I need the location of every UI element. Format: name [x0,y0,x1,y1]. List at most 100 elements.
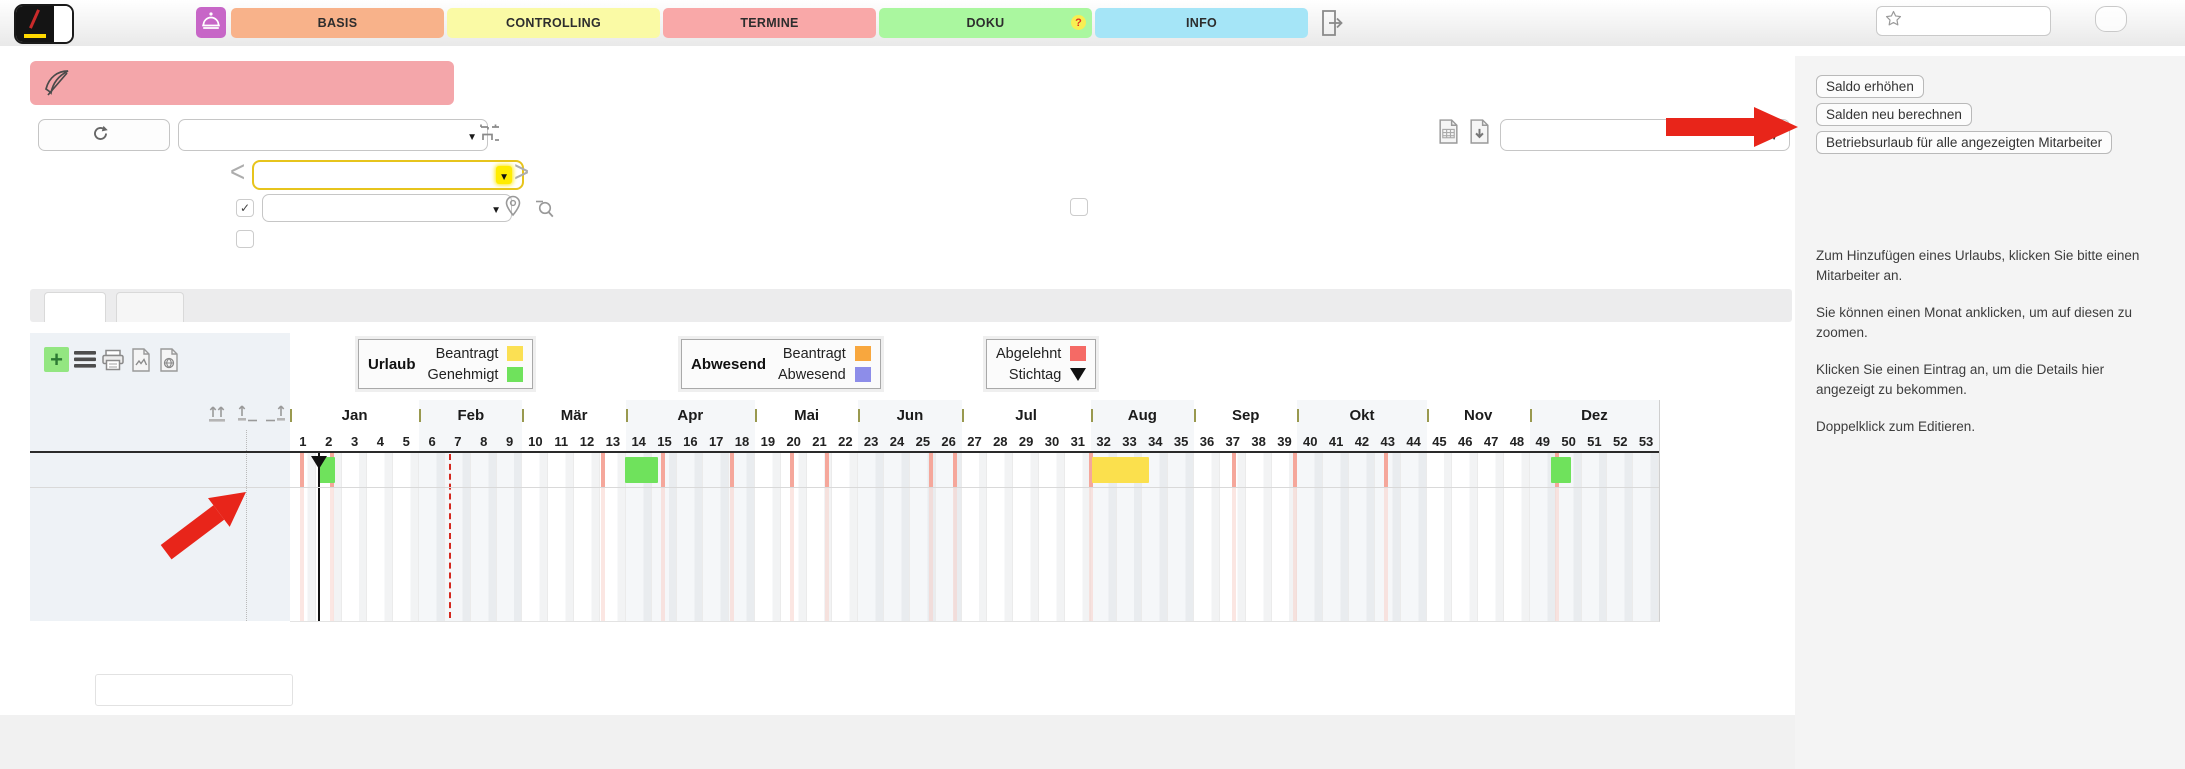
star-icon [1885,10,1902,32]
month-dez[interactable]: Dez [1529,400,1659,430]
month-mär[interactable]: Mär [522,400,625,430]
print-icon[interactable] [100,347,125,372]
week-number: 4 [376,433,385,449]
employee-group-checkbox[interactable] [1070,198,1088,216]
side-button-1[interactable]: Saldo erhöhen [1816,75,1924,98]
week-column [884,452,910,621]
sort-ascending-icon[interactable] [235,403,259,428]
holiday-column [729,452,734,621]
vacation-bar-genehmigt[interactable] [1550,457,1572,483]
week-number: 33 [1122,433,1137,449]
refresh-button[interactable] [38,119,170,151]
month-jan[interactable]: Jan [290,400,419,430]
nav-tab-controlling[interactable]: CONTROLLING [447,8,660,38]
chevron-down-icon [496,166,512,184]
month-aug[interactable]: Aug [1090,400,1194,430]
week-number: 28 [993,433,1008,449]
holiday-marker [299,452,304,488]
employee-select[interactable] [262,194,512,222]
week-column [1426,452,1453,621]
week-number: 22 [838,433,853,449]
theme-button[interactable] [196,7,226,38]
logout-button[interactable] [1318,8,1348,38]
month-apr[interactable]: Apr [625,400,755,430]
app-logo[interactable] [14,4,74,44]
sort-descending-icon[interactable] [264,403,288,428]
month-nov[interactable]: Nov [1426,400,1530,430]
week-column [1400,452,1427,621]
week-number: 10 [528,433,543,449]
export-pdf-icon[interactable] [1468,119,1491,149]
list-view-icon[interactable] [72,347,97,372]
tab-tabelle[interactable] [116,292,184,322]
legend-swatch-beantragt [507,346,524,361]
month-shade-feb [419,400,523,621]
month-mai[interactable]: Mai [754,400,858,430]
week-column [522,452,549,621]
doku-help-badge[interactable]: ? [1071,15,1086,30]
month-sep[interactable]: Sep [1194,400,1297,430]
chevron-down-icon [491,200,501,216]
week-number: 53 [1638,433,1654,449]
month-okt[interactable]: Okt [1297,400,1426,430]
year-select[interactable] [252,160,524,190]
date-table-checkbox[interactable] [236,230,254,248]
week-number: 30 [1044,433,1060,449]
holiday-marker [1384,452,1389,488]
vollte-button[interactable] [2095,6,2127,32]
holiday-column [928,452,933,621]
month-jul[interactable]: Jul [961,400,1091,430]
nav-tab-info[interactable]: INFO [1095,8,1308,38]
clear-search-icon[interactable] [534,198,554,223]
sort-all-icon[interactable] [206,403,230,428]
legend-swatch-abwesend [854,367,871,382]
side-button-3[interactable]: Betriebsurlaub für alle angezeigten Mita… [1816,131,2113,154]
week-column [1245,452,1272,621]
location-pin-icon[interactable] [503,195,523,222]
week-number: 15 [657,433,672,449]
month-label: Jul [1015,406,1037,424]
holiday-marker [825,452,830,488]
preset-select[interactable] [178,119,488,151]
next-year-icon[interactable] [514,154,529,190]
chevron-down-icon [467,127,477,143]
stichtag-line [317,452,320,621]
month-label: Mär [560,406,588,424]
vacation-bar-genehmigt[interactable] [624,457,659,483]
month-shade-dez [1529,400,1659,621]
export-csv-icon[interactable] [1437,119,1460,149]
week-column [1349,452,1375,621]
holiday-marker [1292,452,1297,488]
month-jun[interactable]: Jun [858,400,961,430]
export-svg-icon[interactable] [128,347,153,372]
legend-item: Beantragt [778,344,871,363]
favorites-field[interactable] [1876,6,2088,36]
export-html-icon[interactable] [156,347,181,372]
month-feb[interactable]: Feb [419,400,522,430]
favorites-input[interactable] [1908,12,2088,30]
nav-tab-doku[interactable]: DOKU? [879,8,1092,38]
tab-grafik[interactable] [44,292,106,322]
nav-tab-label: DOKU [966,16,1005,30]
employee-checkbox[interactable] [236,199,254,217]
side-button-2[interactable]: Salden neu berechnen [1816,103,1972,126]
legend-title: Abwesend [691,355,767,373]
nav-tab-termine[interactable]: TERMINE [663,8,876,38]
holiday-column [329,452,334,621]
logo-slash [29,9,40,29]
prev-year-icon[interactable] [230,154,245,190]
holiday-column [1088,452,1093,621]
legend-items: Abgelehnt Stichtag [996,344,1087,384]
vacation-bar-beantragt[interactable] [1092,457,1149,483]
week-number: 31 [1070,433,1086,449]
week-number: 8 [480,433,488,449]
add-entry-button[interactable]: + [44,347,69,372]
holiday-marker [1232,452,1237,488]
nav-tab-basis[interactable]: BASIS [231,8,444,38]
holiday-column [953,452,958,621]
view-tabbar [30,289,1792,322]
holiday-column [1232,452,1237,621]
display-settings-icon[interactable] [478,122,502,149]
e-connector-button[interactable] [95,674,293,706]
week-column [1039,452,1065,621]
